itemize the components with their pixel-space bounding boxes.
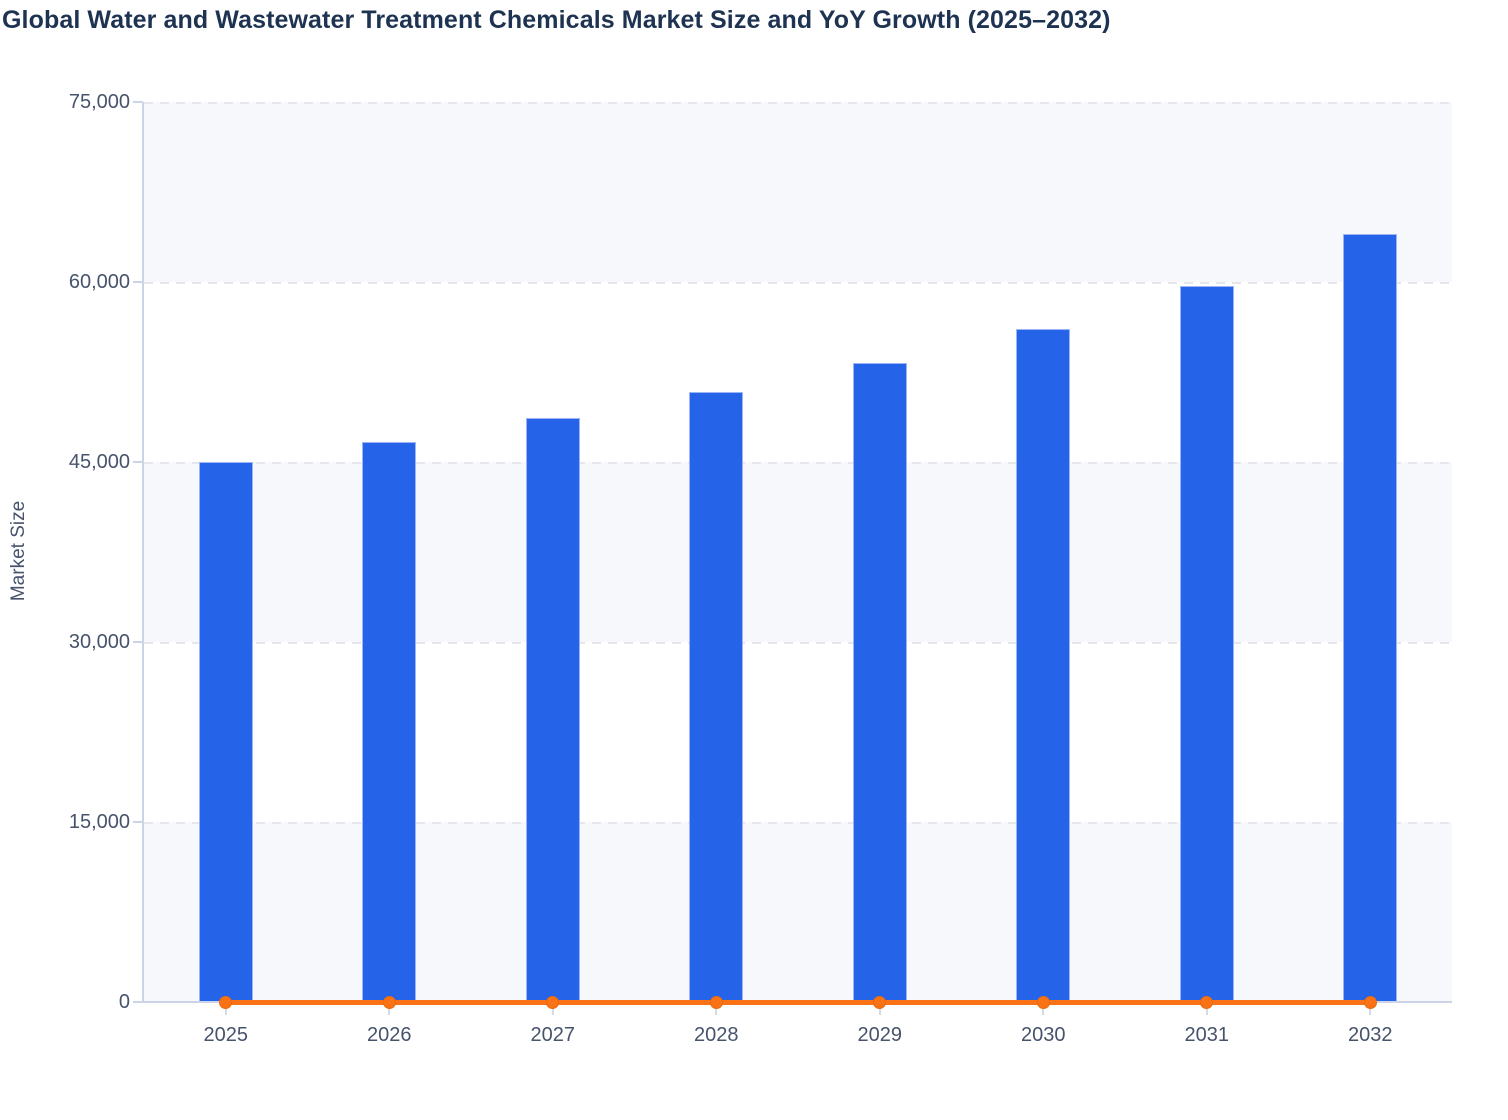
plot-band (144, 282, 1452, 462)
page-title: Global Water and Wastewater Treatment Ch… (2, 6, 1111, 34)
yoy-marker-2026[interactable] (382, 995, 396, 1009)
yoy-growth-line[interactable] (225, 999, 1371, 1005)
gridline (144, 462, 1452, 464)
y-tick-label: 15,000 (68, 811, 130, 833)
x-tick-mark (1369, 1003, 1372, 1015)
x-tick-mark (224, 1003, 227, 1015)
plot-band (144, 642, 1452, 822)
market-size-bar-2026[interactable] (362, 441, 417, 1002)
market-size-bar-2029[interactable] (852, 363, 907, 1002)
y-tick-label: 60,000 (68, 271, 130, 293)
market-size-bar-2031[interactable] (1179, 285, 1234, 1002)
x-tick-label-2027: 2027 (530, 1024, 576, 1046)
x-tick-mark (878, 1003, 881, 1015)
x-tick-mark (715, 1003, 718, 1015)
x-tick-label-2025: 2025 (203, 1024, 249, 1046)
market-size-bar-2027[interactable] (525, 417, 580, 1002)
x-tick-label-2030: 2030 (1021, 1024, 1066, 1046)
y-tick-mark (133, 1001, 143, 1003)
market-size-bar-2032[interactable] (1343, 234, 1398, 1002)
x-tick-mark (1042, 1003, 1045, 1015)
market-size-bar-2030[interactable] (1016, 328, 1071, 1002)
y-tick-mark (133, 281, 143, 283)
y-axis-line (142, 102, 144, 1003)
y-tick-label: 0 (118, 991, 130, 1013)
yoy-marker-2029[interactable] (873, 995, 887, 1009)
x-tick-label-2029: 2029 (857, 1024, 903, 1046)
y-tick-label: 75,000 (68, 91, 130, 113)
market-size-bar-2028[interactable] (689, 392, 744, 1002)
plot-band (144, 822, 1452, 1002)
y-tick-mark (133, 641, 143, 643)
gridline (144, 822, 1452, 824)
x-tick-label-2026: 2026 (367, 1024, 412, 1046)
x-tick-label-2031: 2031 (1184, 1024, 1230, 1046)
market-size-bar-2025[interactable] (198, 462, 253, 1002)
y-tick-mark (133, 821, 143, 823)
yoy-marker-2030[interactable] (1036, 995, 1050, 1009)
yoy-marker-2032[interactable] (1363, 995, 1377, 1009)
x-tick-mark (551, 1003, 554, 1015)
gridline (144, 102, 1452, 104)
x-tick-label-2028: 2028 (694, 1024, 739, 1046)
x-tick-mark (1205, 1003, 1208, 1015)
yoy-marker-2031[interactable] (1200, 995, 1214, 1009)
gridline (144, 642, 1452, 644)
yoy-marker-2028[interactable] (709, 995, 723, 1009)
chart-plot-area (144, 102, 1452, 1009)
x-tick-mark (388, 1003, 391, 1015)
y-tick-mark (133, 101, 143, 103)
yoy-marker-2027[interactable] (546, 995, 560, 1009)
y-tick-label: 45,000 (68, 451, 130, 473)
yoy-marker-2025[interactable] (219, 995, 233, 1009)
y-tick-mark (133, 461, 143, 463)
x-tick-label-2032: 2032 (1348, 1024, 1393, 1046)
plot-band (144, 462, 1452, 642)
y-axis-title: Market Size (8, 500, 29, 602)
plot-band (144, 102, 1452, 282)
y-tick-label: 30,000 (68, 631, 130, 653)
gridline (144, 282, 1452, 284)
